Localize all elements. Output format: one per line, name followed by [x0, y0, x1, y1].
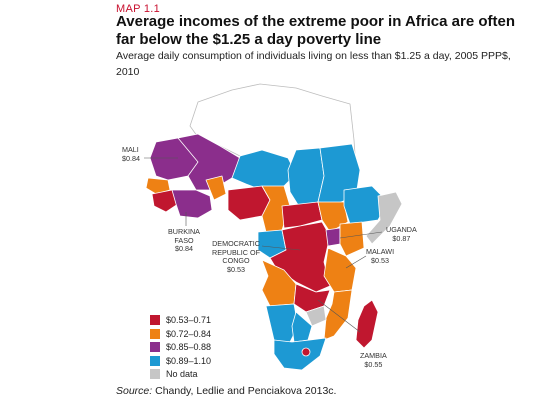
- region-burkina: [171, 189, 213, 219]
- region-south-africa: [273, 337, 327, 371]
- legend-label: No data: [166, 369, 198, 380]
- legend-item: $0.72–0.84: [150, 328, 211, 340]
- callout-burkina-faso: BURKINA FASO $0.84: [168, 227, 200, 253]
- region-car: [281, 201, 323, 229]
- source-note: Source: Chandy, Ledlie and Penciakova 20…: [116, 385, 336, 397]
- legend-label: $0.89–1.10: [166, 355, 212, 366]
- map-subtitle: Average daily consumption of individuals…: [116, 50, 511, 78]
- region-lesotho: [301, 347, 311, 357]
- legend-swatch: [150, 342, 160, 353]
- region-madagascar: [355, 299, 379, 349]
- source-label: Source:: [116, 385, 153, 397]
- region-drc: [269, 221, 331, 293]
- map-title: Average incomes of the extreme poor in A…: [116, 13, 516, 48]
- legend-swatch: [150, 355, 160, 366]
- source-text: Chandy, Ledlie and Penciakova 2013c.: [155, 385, 337, 397]
- region-somalia: [365, 191, 403, 245]
- region-zimbabwe: [305, 305, 327, 327]
- callout-drc: DEMOCRATIC REPUBLIC OF CONGO $0.53: [212, 239, 260, 274]
- region-uganda: [325, 227, 341, 247]
- region-ghana: [205, 175, 227, 201]
- legend-item: No data: [150, 368, 211, 380]
- region-kenya: [339, 221, 365, 257]
- legend-item: $0.53–0.71: [150, 314, 211, 326]
- region-guinea: [151, 189, 179, 213]
- legend-label: $0.85–0.88: [166, 342, 212, 353]
- callout-mali: MALI $0.84: [122, 145, 140, 163]
- region-ethiopia: [343, 185, 389, 225]
- map-number-label: MAP 1.1: [116, 3, 161, 15]
- legend-swatch: [150, 328, 160, 339]
- callout-leaders: [144, 157, 383, 333]
- legend-swatch: [150, 369, 160, 380]
- legend-label: $0.72–0.84: [166, 328, 212, 339]
- legend-item: $0.85–0.88: [150, 341, 211, 353]
- callout-uganda: UGANDA $0.87: [386, 225, 417, 243]
- callout-malawi: MALAWI $0.53: [366, 247, 395, 265]
- legend-swatch: [150, 315, 160, 325]
- map-legend: $0.53–0.71 $0.72–0.84 $0.85–0.88 $0.89–1…: [150, 314, 211, 382]
- legend-label: $0.53–0.71: [166, 315, 212, 325]
- callout-zambia: ZAMBIA $0.55: [360, 351, 387, 369]
- legend-item: $0.89–1.10: [150, 355, 211, 367]
